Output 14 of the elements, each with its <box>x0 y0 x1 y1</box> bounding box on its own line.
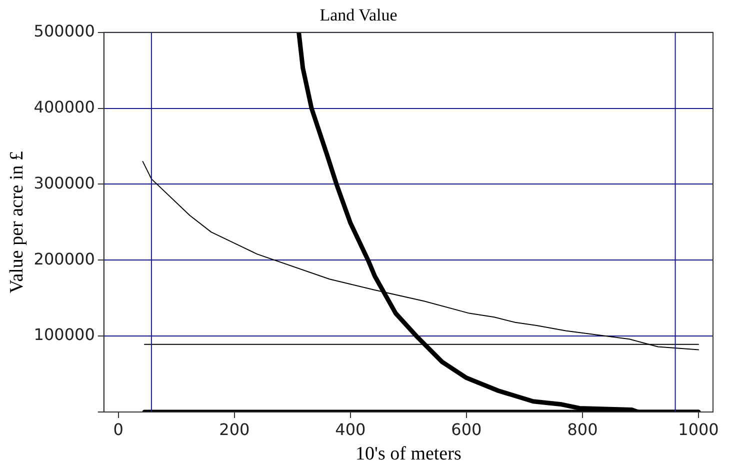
x-tick-label: 0 <box>113 420 124 439</box>
y-tick-label: 100000 <box>34 325 95 344</box>
x-tick-label: 200 <box>219 420 250 439</box>
chart-title: Land Value <box>320 6 398 25</box>
x-tick-label: 600 <box>451 420 482 439</box>
y-tick-label: 200000 <box>34 249 95 268</box>
x-tick-label: 400 <box>335 420 366 439</box>
y-axis-title: Value per acre in £ <box>6 150 28 294</box>
y-tick-label: 300000 <box>34 173 95 192</box>
y-tick-label: 500000 <box>34 22 95 41</box>
y-tick-label: 400000 <box>34 97 95 116</box>
x-axis-title: 10's of meters <box>356 444 462 465</box>
x-tick-label: 800 <box>567 420 598 439</box>
x-tick-label: 1000 <box>678 420 719 439</box>
